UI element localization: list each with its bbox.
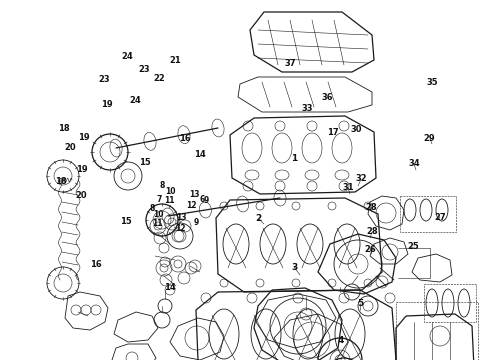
Text: 36: 36 <box>321 94 333 103</box>
Text: 11: 11 <box>152 220 163 229</box>
Text: 14: 14 <box>164 284 176 292</box>
Text: 25: 25 <box>408 243 419 252</box>
Text: 23: 23 <box>138 65 150 74</box>
Text: 16: 16 <box>90 260 102 269</box>
Text: 20: 20 <box>75 192 87 200</box>
Bar <box>400 196 456 232</box>
Text: 31: 31 <box>342 184 354 193</box>
Text: 9: 9 <box>203 196 208 205</box>
Text: 15: 15 <box>120 217 131 225</box>
Text: 9: 9 <box>194 218 198 228</box>
Text: 8: 8 <box>149 204 154 212</box>
Text: 15: 15 <box>139 158 151 166</box>
Text: 22: 22 <box>154 74 166 83</box>
Text: 11: 11 <box>164 197 175 206</box>
Text: 4: 4 <box>338 336 344 345</box>
Text: 20: 20 <box>64 143 76 153</box>
Text: 32: 32 <box>356 175 368 184</box>
Text: 3: 3 <box>291 263 297 271</box>
Text: 10: 10 <box>153 210 164 220</box>
Text: 24: 24 <box>129 96 141 105</box>
Text: 37: 37 <box>284 59 296 68</box>
Text: 21: 21 <box>170 56 181 65</box>
Text: 28: 28 <box>365 202 377 211</box>
Bar <box>424 284 476 322</box>
Text: 18: 18 <box>58 125 70 134</box>
Text: 16: 16 <box>179 135 191 144</box>
Text: 19: 19 <box>76 166 88 175</box>
Text: 12: 12 <box>175 225 186 234</box>
Text: 17: 17 <box>327 128 339 137</box>
Text: 34: 34 <box>408 159 420 168</box>
Text: 19: 19 <box>78 134 90 143</box>
Text: 10: 10 <box>165 188 176 197</box>
Text: 30: 30 <box>351 126 363 135</box>
Text: 33: 33 <box>301 104 313 113</box>
Text: 6: 6 <box>200 195 205 204</box>
Text: 14: 14 <box>194 150 206 158</box>
Text: 5: 5 <box>357 299 363 308</box>
Text: 18: 18 <box>55 177 67 186</box>
Text: 13: 13 <box>176 212 187 222</box>
Text: 27: 27 <box>434 212 446 222</box>
Text: 7: 7 <box>157 195 162 204</box>
Text: 23: 23 <box>98 76 110 85</box>
Text: 19: 19 <box>101 100 113 109</box>
Text: 24: 24 <box>122 53 133 62</box>
Text: 28: 28 <box>367 228 378 237</box>
Bar <box>396 302 478 360</box>
Text: 8: 8 <box>160 181 165 189</box>
Text: 2: 2 <box>256 215 262 223</box>
Text: 35: 35 <box>426 78 438 87</box>
Text: 1: 1 <box>291 154 297 163</box>
Text: 12: 12 <box>186 202 196 210</box>
Text: 26: 26 <box>364 245 376 253</box>
Text: 13: 13 <box>189 190 199 199</box>
Text: 29: 29 <box>423 135 435 144</box>
